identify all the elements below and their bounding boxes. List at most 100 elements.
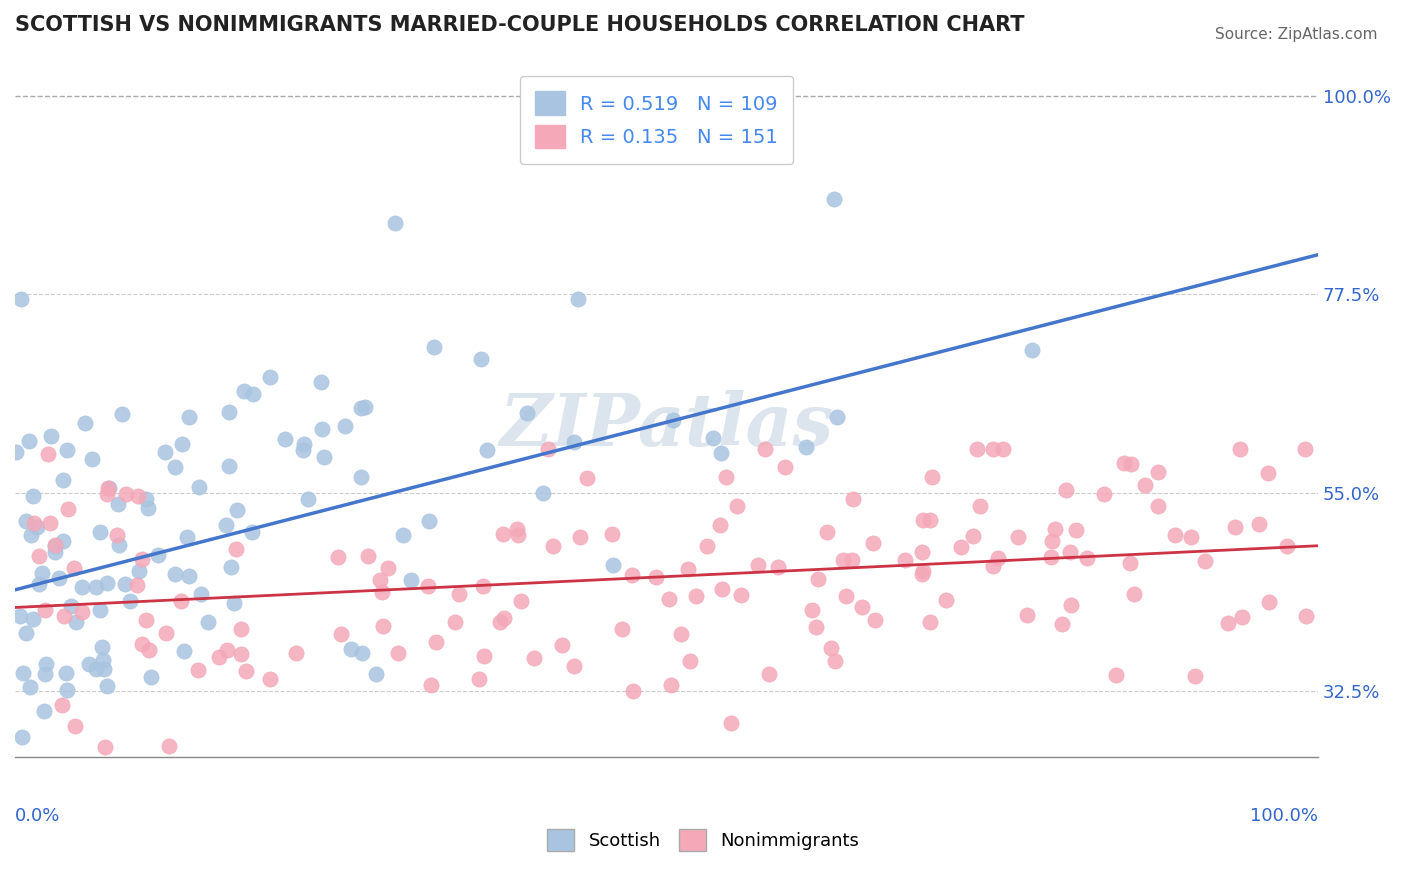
- Point: [105, 528, 128, 542]
- Point: [108, 537, 131, 551]
- Point: [217, 643, 239, 657]
- Point: [918, 615, 941, 629]
- Point: [981, 558, 1004, 573]
- Point: [494, 610, 516, 624]
- Point: [966, 442, 988, 456]
- Point: [1122, 586, 1144, 600]
- Point: [806, 573, 828, 587]
- Legend: Scottish, Nonimmigrants: Scottish, Nonimmigrants: [533, 814, 873, 865]
- Point: [114, 577, 136, 591]
- Point: [350, 401, 373, 415]
- Point: [569, 530, 592, 544]
- Point: [22, 516, 45, 531]
- Point: [6, 445, 28, 459]
- Point: [825, 410, 848, 425]
- Point: [63, 718, 86, 732]
- Point: [18, 434, 41, 448]
- Point: [368, 573, 391, 587]
- Point: [1119, 458, 1142, 472]
- Point: [1230, 610, 1253, 624]
- Point: [1194, 554, 1216, 568]
- Point: [991, 442, 1014, 456]
- Point: [136, 500, 159, 515]
- Point: [89, 524, 111, 539]
- Point: [711, 582, 734, 596]
- Point: [155, 626, 177, 640]
- Point: [20, 528, 42, 542]
- Point: [51, 698, 73, 712]
- Point: [1275, 539, 1298, 553]
- Point: [468, 672, 491, 686]
- Point: [492, 527, 515, 541]
- Point: [131, 552, 153, 566]
- Point: [28, 549, 51, 563]
- Point: [44, 539, 66, 553]
- Point: [89, 603, 111, 617]
- Point: [768, 559, 790, 574]
- Point: [1050, 617, 1073, 632]
- Point: [679, 654, 702, 668]
- Point: [75, 416, 97, 430]
- Point: [516, 406, 538, 420]
- Point: [474, 648, 496, 663]
- Point: [330, 627, 353, 641]
- Point: [240, 525, 263, 540]
- Point: [55, 666, 77, 681]
- Point: [983, 442, 1005, 456]
- Point: [644, 570, 666, 584]
- Point: [39, 788, 62, 802]
- Point: [1045, 522, 1067, 536]
- Point: [32, 704, 55, 718]
- Point: [416, 579, 439, 593]
- Point: [720, 716, 742, 731]
- Point: [354, 401, 377, 415]
- Point: [115, 487, 138, 501]
- Point: [44, 545, 66, 559]
- Point: [235, 665, 257, 679]
- Point: [224, 596, 246, 610]
- Point: [987, 551, 1010, 566]
- Point: [259, 672, 281, 686]
- Text: 100.0%: 100.0%: [1250, 806, 1319, 825]
- Point: [834, 590, 856, 604]
- Point: [170, 436, 193, 450]
- Point: [131, 637, 153, 651]
- Point: [610, 623, 633, 637]
- Point: [1249, 517, 1271, 532]
- Point: [138, 643, 160, 657]
- Point: [259, 370, 281, 384]
- Point: [10, 292, 32, 306]
- Point: [34, 657, 56, 671]
- Point: [470, 351, 492, 366]
- Point: [77, 657, 100, 672]
- Point: [1294, 442, 1316, 456]
- Point: [179, 568, 201, 582]
- Point: [1040, 534, 1063, 549]
- Point: [190, 587, 212, 601]
- Point: [285, 646, 308, 660]
- Point: [8, 608, 31, 623]
- Text: 0.0%: 0.0%: [15, 806, 60, 825]
- Point: [865, 613, 887, 627]
- Point: [747, 558, 769, 573]
- Point: [444, 615, 467, 630]
- Point: [730, 588, 752, 602]
- Point: [1184, 668, 1206, 682]
- Point: [824, 654, 846, 668]
- Point: [425, 635, 447, 649]
- Point: [31, 566, 53, 580]
- Point: [11, 730, 34, 744]
- Point: [1229, 442, 1251, 456]
- Point: [702, 431, 724, 445]
- Point: [197, 615, 219, 629]
- Point: [418, 514, 440, 528]
- Point: [509, 594, 531, 608]
- Point: [862, 536, 884, 550]
- Point: [173, 644, 195, 658]
- Point: [602, 558, 624, 573]
- Point: [576, 471, 599, 485]
- Point: [600, 526, 623, 541]
- Point: [34, 667, 56, 681]
- Point: [1076, 551, 1098, 566]
- Point: [659, 678, 682, 692]
